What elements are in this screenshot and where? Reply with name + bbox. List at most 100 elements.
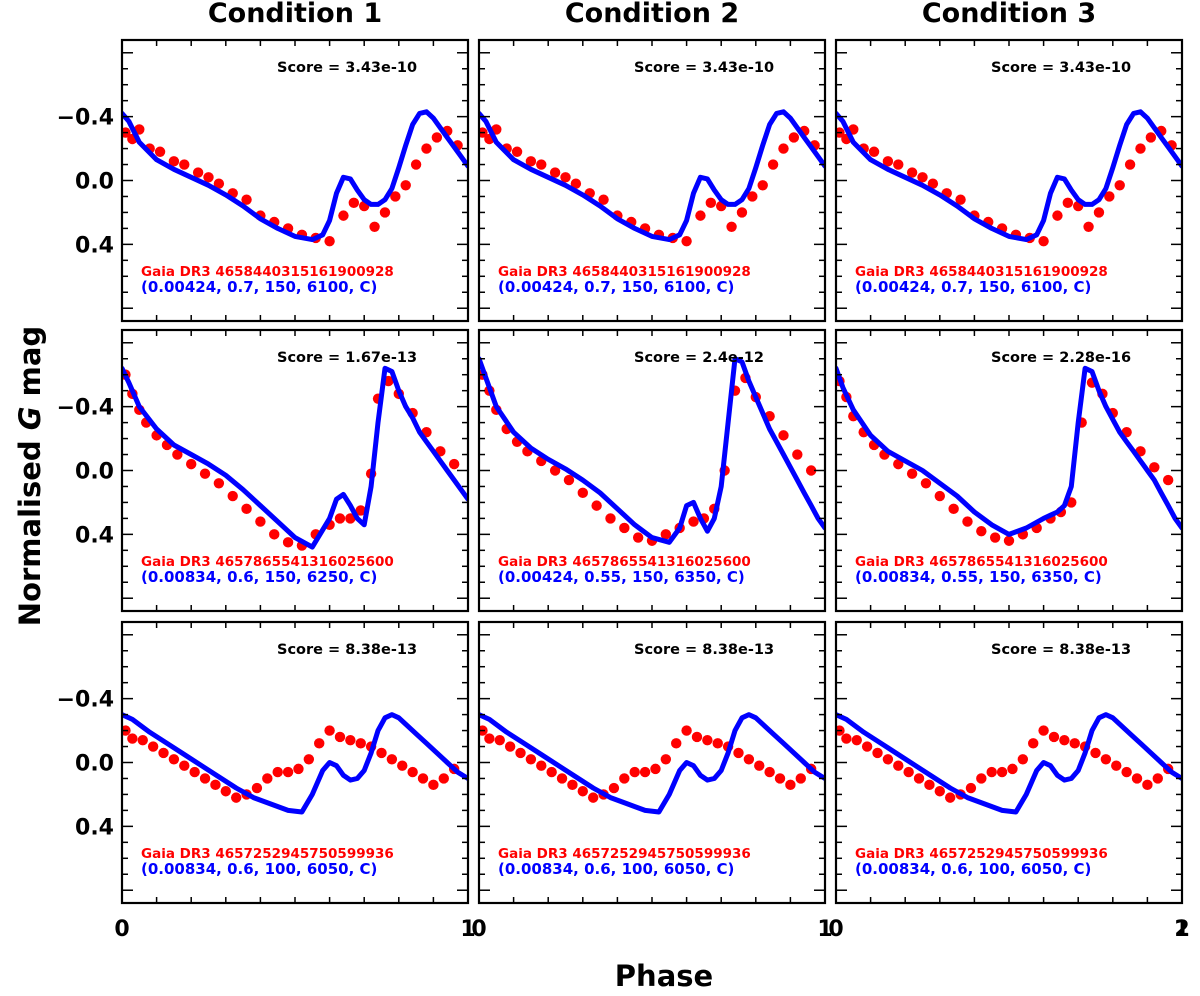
panel-frame xyxy=(120,328,470,613)
plot-area xyxy=(479,356,825,546)
observed-point xyxy=(186,458,197,470)
observed-point xyxy=(438,773,449,784)
observed-point xyxy=(743,754,755,765)
observed-point xyxy=(712,738,723,749)
y-axis-label: Normalised G mag xyxy=(13,326,47,626)
observed-point xyxy=(976,525,987,537)
model-curve xyxy=(122,109,468,243)
gaia-source-id: Gaia DR3 4657865541316025600 xyxy=(498,554,751,570)
observed-point xyxy=(841,733,852,744)
score-label: Score = 2.28e-16 xyxy=(991,350,1131,366)
y-tick-label: 0.0 xyxy=(75,460,114,485)
panel-frame xyxy=(834,38,1184,323)
x-tick-label: 1 xyxy=(460,917,475,942)
gaia-source-id: Gaia DR3 4658440315161900928 xyxy=(141,264,394,280)
column-title-2: Condition 2 xyxy=(565,0,739,29)
x-tick-label: 1 xyxy=(1174,917,1189,942)
observed-point xyxy=(213,178,225,189)
observed-point xyxy=(484,733,495,744)
y-tick-label: 0.0 xyxy=(75,170,114,195)
observed-point xyxy=(525,156,537,167)
observed-point xyxy=(1007,763,1018,775)
observed-point xyxy=(598,194,609,205)
observed-point xyxy=(788,132,800,143)
gaia-source-id: Gaia DR3 4657252945750599936 xyxy=(855,846,1108,862)
model-parameters: (0.00424, 0.7, 150, 6100, C) xyxy=(855,278,1091,296)
observed-point xyxy=(691,731,703,743)
observed-point xyxy=(338,210,349,221)
observed-point xyxy=(386,754,398,765)
y-tick-label: −0.4 xyxy=(57,688,114,713)
observed-point xyxy=(448,458,460,470)
observed-point xyxy=(1090,747,1101,759)
observed-point xyxy=(934,786,945,797)
observed-point xyxy=(976,773,987,784)
observed-point xyxy=(525,754,537,765)
model-curve xyxy=(836,109,1182,243)
gaia-source-id: Gaia DR3 4657252945750599936 xyxy=(498,846,751,862)
x-tick-label: 2 xyxy=(1174,917,1189,942)
observed-point xyxy=(1083,221,1094,233)
panel-r3-c2: 0 1 Score = 8.38e-13 Gaia DR3 4657252945750… xyxy=(471,620,833,942)
model-parameters: (0.00834, 0.6, 100, 6050, C) xyxy=(855,860,1091,878)
model-parameters: (0.00424, 0.7, 150, 6100, C) xyxy=(498,278,734,296)
observed-point xyxy=(1145,132,1157,143)
observed-point xyxy=(785,779,796,791)
observed-point xyxy=(726,221,737,233)
y-axis-label-var: G xyxy=(13,406,47,430)
model-curve xyxy=(836,712,1182,815)
observed-point xyxy=(882,754,894,765)
observed-point xyxy=(515,747,526,759)
observed-point xyxy=(127,733,138,744)
score-label: Score = 8.38e-13 xyxy=(277,642,417,658)
score-label: Score = 3.43e-10 xyxy=(634,60,774,76)
score-label: Score = 8.38e-13 xyxy=(991,642,1131,658)
observed-point xyxy=(293,763,304,775)
model-parameters: (0.00424, 0.55, 150, 6350, C) xyxy=(498,568,745,586)
gaia-source-id: Gaia DR3 4657865541316025600 xyxy=(141,554,394,570)
observed-point xyxy=(754,760,765,771)
observed-point xyxy=(1149,462,1160,473)
observed-point xyxy=(179,159,190,170)
observed-point xyxy=(868,146,880,157)
observed-point xyxy=(927,178,939,189)
observed-point xyxy=(934,490,945,502)
observed-point xyxy=(587,792,599,803)
observed-point xyxy=(376,747,387,759)
observed-point xyxy=(861,741,873,752)
observed-point xyxy=(192,167,204,178)
observed-point xyxy=(549,465,561,476)
observed-point xyxy=(549,167,561,178)
observed-point xyxy=(906,167,918,178)
observed-point xyxy=(1017,754,1029,765)
model-curve xyxy=(836,365,1182,537)
observed-point xyxy=(920,478,932,489)
observed-point xyxy=(172,449,183,460)
observed-point xyxy=(778,430,789,441)
panel-frame xyxy=(834,620,1184,905)
y-tick-label: −0.4 xyxy=(57,106,114,131)
panel-frame xyxy=(477,328,827,613)
observed-point xyxy=(324,235,335,247)
observed-point xyxy=(282,766,294,778)
observed-point xyxy=(251,782,263,794)
observed-point xyxy=(736,207,748,218)
observed-point xyxy=(407,766,418,778)
observed-point xyxy=(681,725,692,736)
panel-r1-c1: −0.4 0.0 0.4 Score = 3.43e-10 Gaia DR3 46584… xyxy=(57,38,470,323)
observed-point xyxy=(241,503,252,515)
model-curve xyxy=(479,712,825,815)
observed-point xyxy=(619,522,630,534)
observed-point xyxy=(379,207,391,218)
x-tick-label: 0 xyxy=(114,917,129,942)
observed-point xyxy=(1121,766,1132,778)
observed-point xyxy=(1131,773,1143,784)
observed-point xyxy=(421,143,432,154)
observed-point xyxy=(314,738,325,749)
observed-point xyxy=(764,766,775,778)
observed-point xyxy=(671,738,682,749)
model-parameters: (0.00834, 0.55, 150, 6350, C) xyxy=(855,568,1102,586)
observed-point xyxy=(255,516,266,527)
model-curve xyxy=(122,712,468,815)
